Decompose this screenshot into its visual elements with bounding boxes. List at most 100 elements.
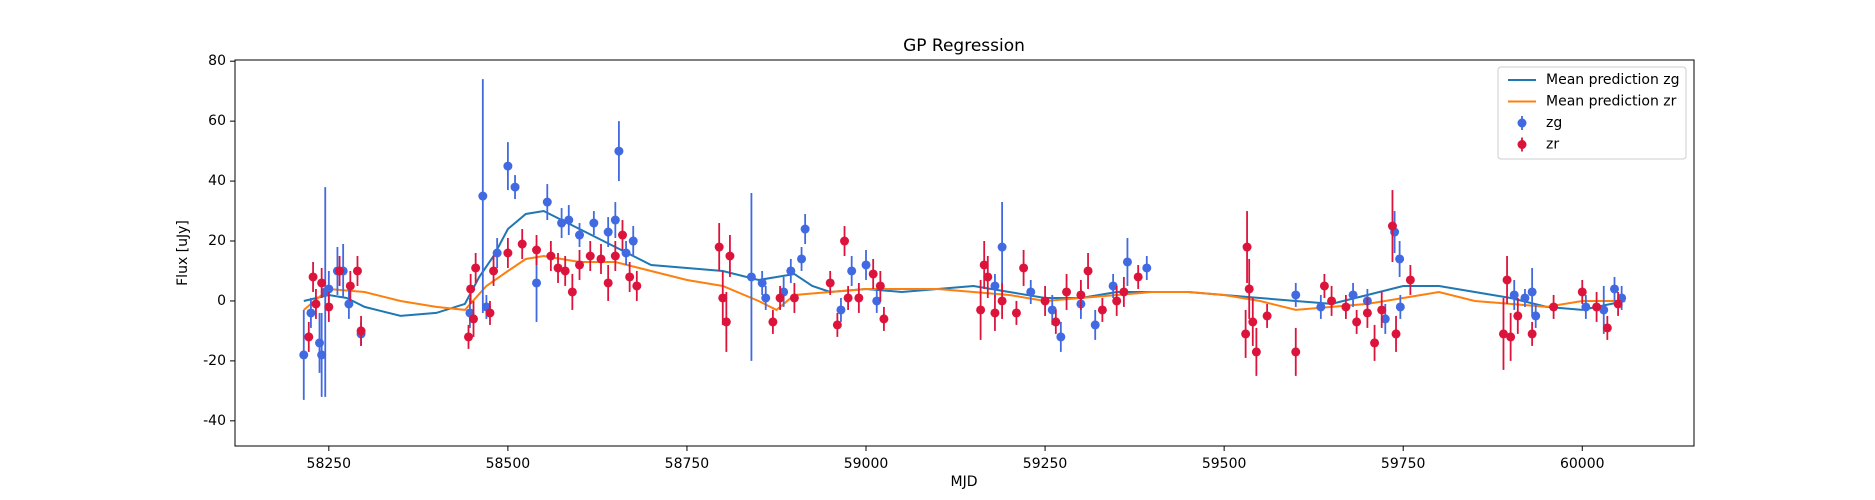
point [1248, 317, 1258, 327]
point [1244, 284, 1254, 294]
point [872, 296, 882, 306]
point [532, 245, 542, 255]
point [1352, 317, 1362, 327]
point [632, 281, 642, 291]
point [868, 269, 878, 279]
point [757, 278, 767, 288]
point [1062, 287, 1072, 297]
point [589, 218, 599, 228]
point [542, 197, 552, 207]
y-tick-label: 0 [217, 293, 226, 309]
point [1380, 314, 1390, 324]
x-tick-label: 59750 [1381, 456, 1426, 472]
x-tick-label: 59000 [844, 456, 889, 472]
point [761, 293, 771, 303]
legend-box [1497, 66, 1687, 160]
point [1262, 311, 1272, 321]
point [1241, 329, 1251, 339]
point [315, 338, 325, 348]
point [997, 242, 1007, 252]
point [463, 332, 473, 342]
point [628, 236, 638, 246]
point [614, 146, 624, 156]
point [1506, 332, 1516, 342]
y-tick-label: -40 [203, 413, 226, 429]
point [1592, 302, 1602, 312]
point [1509, 290, 1519, 300]
point [610, 251, 620, 261]
mean-line [303, 209, 1626, 317]
point [1097, 305, 1107, 315]
point [990, 281, 1000, 291]
point [356, 326, 366, 336]
point [800, 224, 810, 234]
legend-label: Mean prediction zr [1546, 94, 1677, 110]
point [840, 236, 850, 246]
point [1513, 311, 1523, 321]
point [1056, 332, 1066, 342]
point [1348, 290, 1358, 300]
point [1112, 296, 1122, 306]
point [603, 278, 613, 288]
point [1090, 320, 1100, 330]
point [1395, 302, 1405, 312]
point [843, 293, 853, 303]
x-tick-label: 59500 [1202, 456, 1247, 472]
point [990, 308, 1000, 318]
point [1527, 287, 1537, 297]
point [489, 266, 499, 276]
legend-label: Mean prediction zg [1546, 72, 1680, 88]
y-axis-label: Flux [uJy] [175, 220, 191, 286]
point [621, 248, 631, 258]
point [847, 266, 857, 276]
point [836, 305, 846, 315]
point [1142, 263, 1152, 273]
point [466, 284, 476, 294]
point [1391, 329, 1401, 339]
point [1319, 281, 1329, 291]
point [1502, 275, 1512, 285]
point [553, 263, 563, 273]
point [1405, 275, 1415, 285]
y-tick-label: 40 [208, 173, 226, 189]
point [1395, 254, 1405, 264]
point [1370, 338, 1380, 348]
point [308, 272, 318, 282]
point [1599, 305, 1609, 315]
point [1609, 284, 1619, 294]
plot-frame [234, 59, 1695, 447]
point [317, 350, 327, 360]
point [345, 281, 355, 291]
legend-label: zr [1546, 137, 1559, 153]
point [1051, 317, 1061, 327]
point [875, 281, 885, 291]
point [299, 350, 309, 360]
point [1291, 290, 1301, 300]
point [324, 284, 334, 294]
point [1133, 272, 1143, 282]
point [317, 278, 327, 288]
point [1316, 302, 1326, 312]
point [746, 272, 756, 282]
point [1047, 305, 1057, 315]
point [1581, 302, 1591, 312]
point [825, 278, 835, 288]
point [1341, 302, 1351, 312]
point [596, 254, 606, 264]
point [797, 254, 807, 264]
point [306, 308, 316, 318]
point [1577, 287, 1587, 297]
point [1327, 296, 1337, 306]
point [469, 314, 479, 324]
point [617, 230, 627, 240]
point [603, 227, 613, 237]
point [478, 191, 488, 201]
point [725, 251, 735, 261]
point [854, 293, 864, 303]
point [324, 302, 334, 312]
mean-line [303, 254, 1626, 312]
point [492, 248, 502, 258]
x-tick-label: 58500 [486, 456, 531, 472]
point [1019, 263, 1029, 273]
point [1083, 266, 1093, 276]
